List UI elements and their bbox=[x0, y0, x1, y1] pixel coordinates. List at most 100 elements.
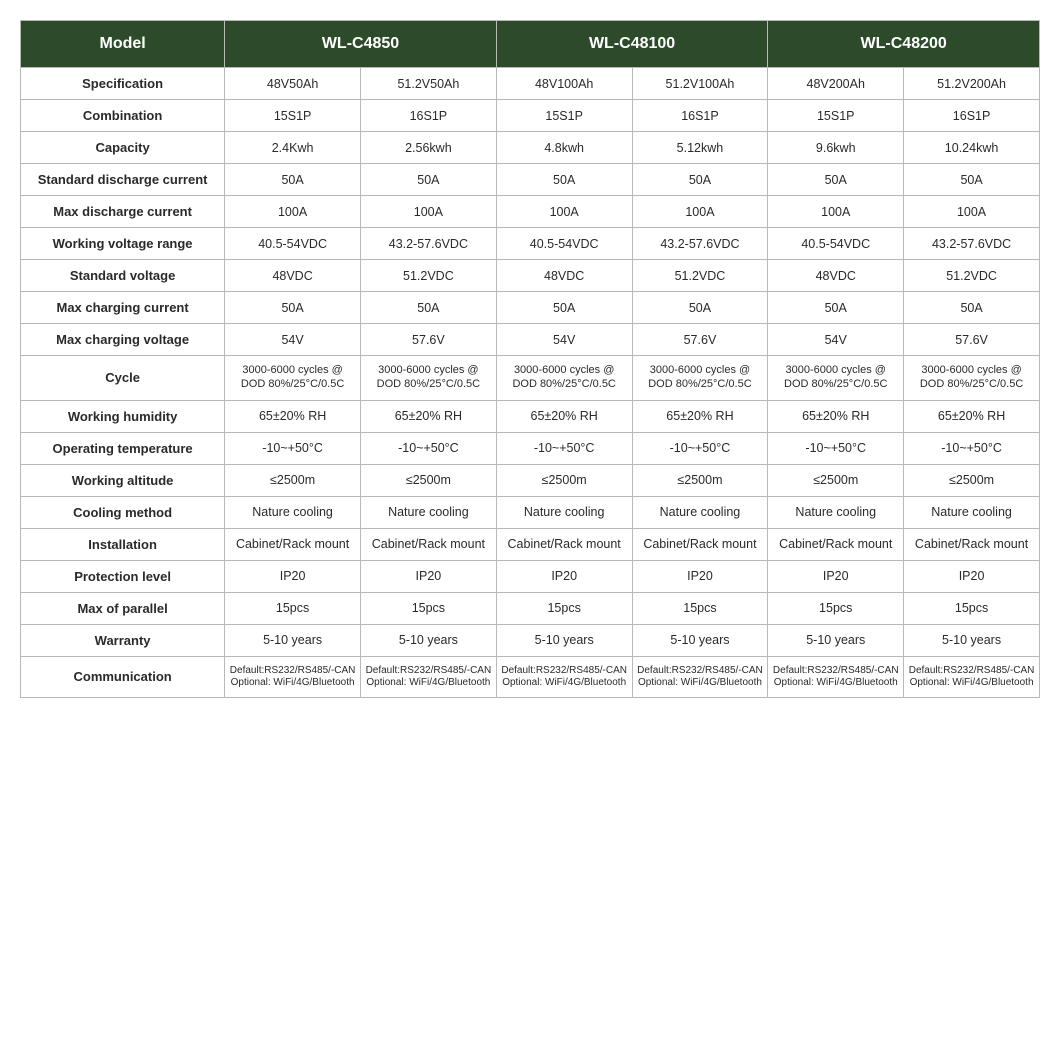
cell: IP20 bbox=[225, 560, 361, 592]
row-label: Cooling method bbox=[21, 496, 225, 528]
cell: Nature cooling bbox=[632, 496, 768, 528]
row-label: Cycle bbox=[21, 356, 225, 401]
row-label: Working altitude bbox=[21, 464, 225, 496]
cell: 48VDC bbox=[496, 260, 632, 292]
row-label: Installation bbox=[21, 528, 225, 560]
cell: IP20 bbox=[496, 560, 632, 592]
cell: 16S1P bbox=[904, 100, 1040, 132]
cell: 54V bbox=[768, 324, 904, 356]
row-label: Max charging voltage bbox=[21, 324, 225, 356]
cell: 9.6kwh bbox=[768, 132, 904, 164]
cell: 3000-6000 cycles @ DOD 80%/25°C/0.5C bbox=[768, 356, 904, 401]
cell: 65±20% RH bbox=[904, 400, 1040, 432]
table-body: Specification48V50Ah51.2V50Ah48V100Ah51.… bbox=[21, 68, 1040, 698]
cell: ≤2500m bbox=[768, 464, 904, 496]
table-header: Model WL-C4850 WL-C48100 WL-C48200 bbox=[21, 21, 1040, 68]
cell: 51.2V200Ah bbox=[904, 68, 1040, 100]
cell: 15pcs bbox=[632, 592, 768, 624]
cell: Nature cooling bbox=[496, 496, 632, 528]
cell: 5-10 years bbox=[225, 624, 361, 656]
cell: ≤2500m bbox=[360, 464, 496, 496]
cell: 65±20% RH bbox=[360, 400, 496, 432]
table-row: CommunicationDefault:RS232/RS485/-CAN Op… bbox=[21, 656, 1040, 697]
cell: 50A bbox=[225, 164, 361, 196]
cell: 100A bbox=[904, 196, 1040, 228]
cell: Cabinet/Rack mount bbox=[768, 528, 904, 560]
table-row: Working humidity65±20% RH65±20% RH65±20%… bbox=[21, 400, 1040, 432]
table-row: Max of parallel15pcs15pcs15pcs15pcs15pcs… bbox=[21, 592, 1040, 624]
cell: Default:RS232/RS485/-CAN Optional: WiFi/… bbox=[360, 656, 496, 697]
table-row: Standard discharge current50A50A50A50A50… bbox=[21, 164, 1040, 196]
cell: Nature cooling bbox=[768, 496, 904, 528]
cell: 40.5-54VDC bbox=[496, 228, 632, 260]
model-col-1: WL-C4850 bbox=[225, 21, 497, 68]
cell: Default:RS232/RS485/-CAN Optional: WiFi/… bbox=[632, 656, 768, 697]
table-row: Combination15S1P16S1P15S1P16S1P15S1P16S1… bbox=[21, 100, 1040, 132]
cell: 3000-6000 cycles @ DOD 80%/25°C/0.5C bbox=[496, 356, 632, 401]
cell: 100A bbox=[225, 196, 361, 228]
row-label: Max discharge current bbox=[21, 196, 225, 228]
cell: 50A bbox=[904, 164, 1040, 196]
cell: 5.12kwh bbox=[632, 132, 768, 164]
cell: 5-10 years bbox=[496, 624, 632, 656]
cell: Cabinet/Rack mount bbox=[632, 528, 768, 560]
cell: 57.6V bbox=[904, 324, 1040, 356]
cell: 50A bbox=[632, 292, 768, 324]
row-label: Combination bbox=[21, 100, 225, 132]
table-row: InstallationCabinet/Rack mountCabinet/Ra… bbox=[21, 528, 1040, 560]
cell: Cabinet/Rack mount bbox=[360, 528, 496, 560]
cell: 3000-6000 cycles @ DOD 80%/25°C/0.5C bbox=[632, 356, 768, 401]
cell: ≤2500m bbox=[225, 464, 361, 496]
cell: 48V200Ah bbox=[768, 68, 904, 100]
cell: 16S1P bbox=[632, 100, 768, 132]
table-row: Cycle 3000-6000 cycles @ DOD 80%/25°C/0.5… bbox=[21, 356, 1040, 401]
cell: 15S1P bbox=[768, 100, 904, 132]
cell: -10~+50°C bbox=[225, 432, 361, 464]
cell: 15pcs bbox=[360, 592, 496, 624]
cell: Default:RS232/RS485/-CAN Optional: WiFi/… bbox=[904, 656, 1040, 697]
table-row: Max discharge current100A100A100A100A100… bbox=[21, 196, 1040, 228]
cell: Cabinet/Rack mount bbox=[225, 528, 361, 560]
cell: 5-10 years bbox=[360, 624, 496, 656]
spec-table: Model WL-C4850 WL-C48100 WL-C48200 Speci… bbox=[20, 20, 1040, 698]
table-row: Max charging current50A50A50A50A50A50A bbox=[21, 292, 1040, 324]
cell: 54V bbox=[496, 324, 632, 356]
cell: ≤2500m bbox=[496, 464, 632, 496]
row-label: Warranty bbox=[21, 624, 225, 656]
cell: 100A bbox=[496, 196, 632, 228]
row-label: Standard discharge current bbox=[21, 164, 225, 196]
cell: 48VDC bbox=[768, 260, 904, 292]
cell: Nature cooling bbox=[360, 496, 496, 528]
row-label: Working voltage range bbox=[21, 228, 225, 260]
cell: 15pcs bbox=[496, 592, 632, 624]
cell: 100A bbox=[632, 196, 768, 228]
cell: 15pcs bbox=[904, 592, 1040, 624]
cell: Default:RS232/RS485/-CAN Optional: WiFi/… bbox=[225, 656, 361, 697]
cell: 43.2-57.6VDC bbox=[632, 228, 768, 260]
cell: 50A bbox=[360, 164, 496, 196]
cell: 2.4Kwh bbox=[225, 132, 361, 164]
table-row: Protection levelIP20IP20IP20IP20IP20IP20 bbox=[21, 560, 1040, 592]
cell: 3000-6000 cycles @ DOD 80%/25°C/0.5C bbox=[360, 356, 496, 401]
cell: ≤2500m bbox=[632, 464, 768, 496]
cell: Default:RS232/RS485/-CAN Optional: WiFi/… bbox=[768, 656, 904, 697]
row-label: Operating temperature bbox=[21, 432, 225, 464]
cell: -10~+50°C bbox=[632, 432, 768, 464]
cell: Cabinet/Rack mount bbox=[496, 528, 632, 560]
cell: -10~+50°C bbox=[360, 432, 496, 464]
table-row: Specification48V50Ah51.2V50Ah48V100Ah51.… bbox=[21, 68, 1040, 100]
table-row: Working altitude≤2500m≤2500m≤2500m≤2500m… bbox=[21, 464, 1040, 496]
cell: 15S1P bbox=[496, 100, 632, 132]
cell: 65±20% RH bbox=[768, 400, 904, 432]
cell: 51.2VDC bbox=[632, 260, 768, 292]
cell: 51.2VDC bbox=[360, 260, 496, 292]
table-row: Working voltage range40.5-54VDC43.2-57.6… bbox=[21, 228, 1040, 260]
cell: 43.2-57.6VDC bbox=[360, 228, 496, 260]
cell: 3000-6000 cycles @ DOD 80%/25°C/0.5C bbox=[904, 356, 1040, 401]
cell: 48VDC bbox=[225, 260, 361, 292]
cell: IP20 bbox=[768, 560, 904, 592]
table-row: Cooling methodNature coolingNature cooli… bbox=[21, 496, 1040, 528]
cell: 43.2-57.6VDC bbox=[904, 228, 1040, 260]
table-row: Max charging voltage54V57.6V54V57.6V54V5… bbox=[21, 324, 1040, 356]
cell: 50A bbox=[360, 292, 496, 324]
